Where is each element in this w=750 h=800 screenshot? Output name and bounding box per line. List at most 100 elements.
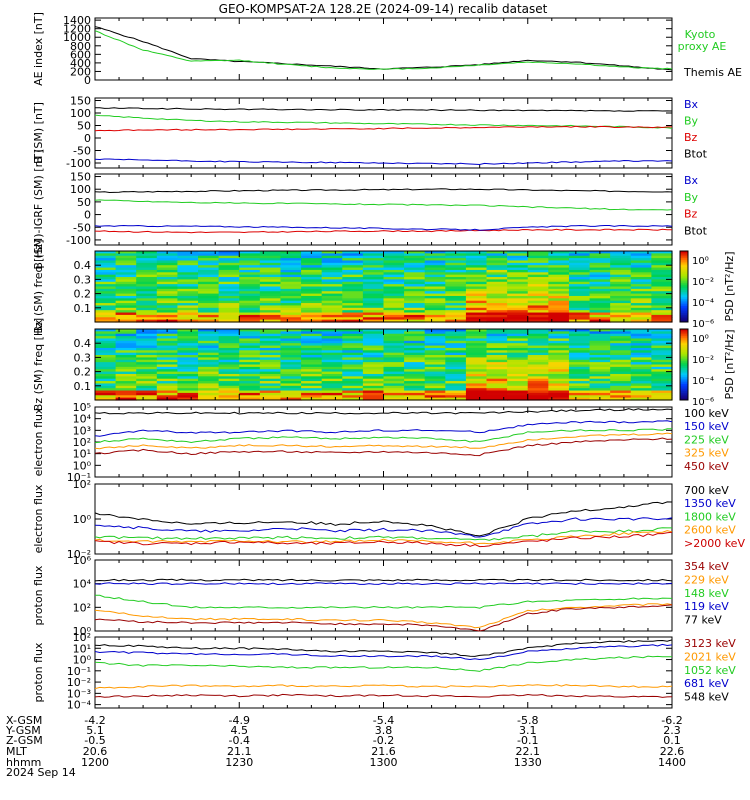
spectrogram-cell xyxy=(280,378,302,382)
spectrogram-cell xyxy=(445,392,467,396)
spectrogram-cell xyxy=(342,251,364,254)
spectrogram-cell xyxy=(424,260,446,264)
spectrogram-cell xyxy=(445,378,467,382)
spectrogram-cell xyxy=(259,397,282,401)
spectrogram-cell xyxy=(610,329,632,332)
footer-value: -0.5 xyxy=(84,734,105,747)
spectrogram-cell xyxy=(177,286,199,290)
spectrogram-cell xyxy=(156,392,179,396)
spectrogram-cell xyxy=(239,277,261,280)
spectrogram-cell xyxy=(404,357,426,361)
spectrogram-cell xyxy=(527,343,549,347)
y-tick-label: 0 xyxy=(84,74,91,87)
spectrogram-cell xyxy=(301,279,323,283)
spectrogram-cell xyxy=(301,347,323,351)
spectrogram-cell xyxy=(527,369,549,373)
spectrogram-cell xyxy=(507,262,529,266)
spectrogram-cell xyxy=(156,258,179,262)
spectrogram-cell xyxy=(424,369,446,373)
spectrogram-cell xyxy=(548,329,570,332)
spectrogram-cell xyxy=(630,336,652,340)
spectrogram-cell xyxy=(218,385,240,389)
spectrogram-cell xyxy=(568,253,591,257)
spectrogram-cell xyxy=(610,293,632,297)
spectrogram-cell xyxy=(589,345,611,349)
spectrogram-cell xyxy=(280,369,302,373)
spectrogram-cell xyxy=(239,355,261,358)
spectrogram-cell xyxy=(507,329,529,332)
spectrogram-cell xyxy=(259,364,282,368)
spectrogram-cell xyxy=(259,352,282,356)
footer-value: 3.1 xyxy=(519,724,537,737)
spectrogram-cell xyxy=(445,336,467,340)
spectrogram-cell xyxy=(651,371,673,375)
spectrogram-cell xyxy=(445,277,467,280)
spectrogram-cell xyxy=(156,262,179,266)
spectrogram-cell xyxy=(527,345,549,349)
spectrogram-cell xyxy=(342,366,364,370)
colorbar-segment xyxy=(680,274,688,277)
spectrogram-cell xyxy=(486,272,508,276)
footer-value: 22.6 xyxy=(660,745,685,758)
spectrogram-cell xyxy=(115,333,137,337)
spectrogram-cell xyxy=(589,279,611,283)
spectrogram-cell xyxy=(156,307,179,311)
spectrogram-cell xyxy=(465,345,488,349)
spectrogram-cell xyxy=(218,366,240,370)
spectrogram-cell xyxy=(198,284,220,288)
spectrogram-cell xyxy=(239,366,261,370)
spectrogram-cell xyxy=(239,359,261,363)
spectrogram-cell xyxy=(95,364,117,368)
spectrogram-cell xyxy=(383,305,405,309)
spectrogram-cell xyxy=(321,314,343,318)
spectrogram-cell xyxy=(383,295,405,299)
spectrogram-cell xyxy=(362,373,385,377)
spectrogram-cell xyxy=(280,347,302,351)
spectrogram-cell xyxy=(362,253,385,257)
spectrogram-cell xyxy=(465,369,488,373)
y-axis-label: AE index [nT] xyxy=(32,12,45,86)
spectrogram-cell xyxy=(362,310,385,314)
spectrogram-cell xyxy=(198,307,220,311)
spectrogram-cell xyxy=(548,262,570,266)
spectrogram-cell xyxy=(177,258,199,262)
spectrogram-cell xyxy=(465,253,488,257)
spectrogram-cell xyxy=(301,336,323,340)
footer-value: 21.1 xyxy=(227,745,252,758)
spectrogram-cell xyxy=(568,319,591,323)
colorbar-segment xyxy=(680,281,688,284)
spectrogram-cell xyxy=(548,385,570,389)
spectrogram-cell xyxy=(465,272,488,276)
spectrogram-cell xyxy=(342,385,364,389)
spectrogram-cell xyxy=(321,317,343,321)
spectrogram-cell xyxy=(115,345,137,349)
colorbar-segment xyxy=(680,334,688,337)
spectrogram-cell xyxy=(404,267,426,271)
spectrogram-cell xyxy=(404,300,426,304)
colorbar-segment xyxy=(680,343,688,346)
spectrogram-cell xyxy=(610,298,632,302)
spectrogram-cell xyxy=(630,383,652,387)
spectrogram-cell xyxy=(465,307,488,311)
spectrogram-cell xyxy=(177,355,199,358)
spectrogram-cell xyxy=(651,395,673,399)
spectrogram-cell xyxy=(95,319,117,323)
spectrogram-cell xyxy=(383,331,405,335)
y-axis-label: proton flux xyxy=(32,642,45,702)
spectrogram-cell xyxy=(548,359,570,363)
spectrogram-cell xyxy=(610,347,632,351)
spectrogram-cell xyxy=(321,291,343,295)
spectrogram-cell xyxy=(630,251,652,254)
spectrogram-cell xyxy=(362,331,385,335)
y-tick-label: 10⁴ xyxy=(73,578,92,591)
spectrogram-cell xyxy=(507,312,529,316)
spectrogram-cell xyxy=(651,388,673,392)
spectrogram-cell xyxy=(465,284,488,288)
spectrogram-cell xyxy=(548,350,570,354)
legend-item: 77 keV xyxy=(684,614,722,627)
spectrogram-cell xyxy=(465,251,488,254)
spectrogram-cell xyxy=(589,312,611,316)
spectrogram-cell xyxy=(115,314,137,318)
